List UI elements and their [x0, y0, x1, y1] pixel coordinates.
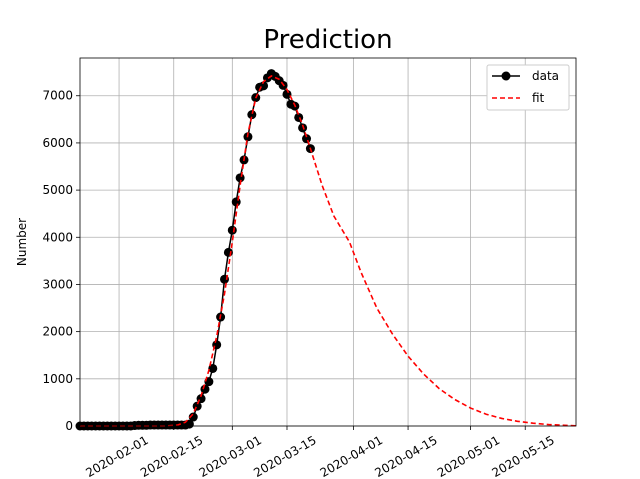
chart-title: Prediction — [263, 25, 392, 55]
data-point — [188, 412, 198, 422]
data-point — [223, 247, 233, 257]
data-point — [247, 110, 257, 120]
legend: data fit — [486, 64, 570, 111]
data-point — [231, 197, 241, 207]
y-tick-label: 3000 — [42, 277, 73, 291]
data-point — [298, 123, 308, 133]
data-point — [227, 225, 237, 235]
fit-series-line — [80, 75, 577, 427]
y-tick-label: 1000 — [42, 372, 73, 386]
y-axis-label: Number — [15, 218, 29, 266]
data-point — [200, 384, 210, 394]
legend-data-marker — [501, 71, 511, 81]
y-tick-label: 4000 — [42, 230, 73, 244]
legend-label-data: data — [532, 69, 559, 83]
y-tick-label: 7000 — [42, 89, 73, 103]
series-layer — [75, 69, 577, 431]
data-point — [282, 89, 292, 99]
y-tick-label: 5000 — [42, 183, 73, 197]
y-tick-label: 6000 — [42, 136, 73, 150]
y-tick-label: 2000 — [42, 325, 73, 339]
grid — [80, 58, 576, 427]
legend-label-fit: fit — [532, 91, 545, 105]
axes-frame — [79, 57, 577, 427]
data-point — [302, 134, 312, 144]
y-tick-label: 0 — [65, 419, 73, 433]
